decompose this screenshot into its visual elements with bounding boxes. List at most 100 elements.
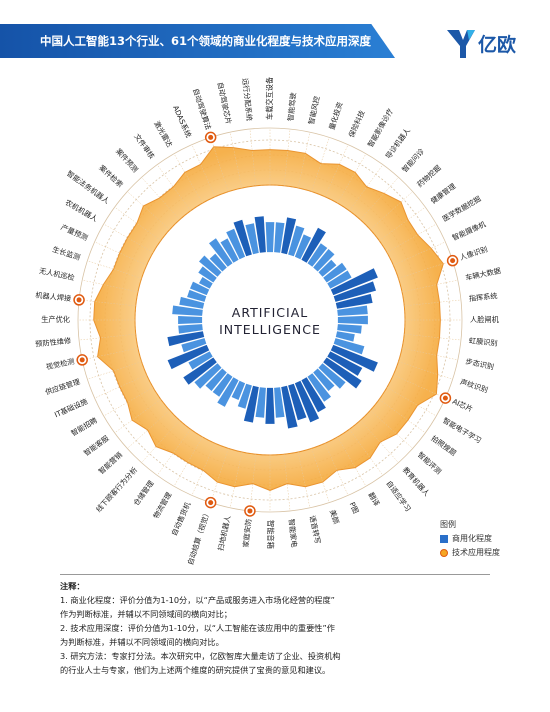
category-label: 视觉检测 xyxy=(45,357,75,372)
spoke xyxy=(114,206,161,241)
spoke xyxy=(401,347,458,361)
notes-title: 注释： xyxy=(60,581,85,591)
commercial-bar xyxy=(307,243,328,267)
spoke xyxy=(229,132,243,189)
commercial-bar xyxy=(318,259,337,277)
category-label: 智能招聘 xyxy=(69,416,98,438)
logo-text: 亿欧 xyxy=(478,34,517,56)
spoke xyxy=(337,436,367,487)
commercial-bar xyxy=(254,216,266,253)
spoke xyxy=(191,144,216,197)
category-label: 人脸闸机 xyxy=(470,315,500,324)
commercial-bar xyxy=(281,385,298,429)
commercial-bar xyxy=(327,351,363,376)
spoke xyxy=(191,443,216,496)
spoke xyxy=(379,399,426,434)
spoke xyxy=(398,260,453,279)
commercial-bar xyxy=(301,227,326,263)
commercial-bar xyxy=(205,368,227,391)
commercial-bar xyxy=(265,387,275,424)
highlight-dot xyxy=(208,500,214,506)
commercial-bar xyxy=(178,324,203,334)
commercial-bar xyxy=(333,338,365,355)
commercial-bar xyxy=(313,368,335,391)
category-label: 自适应学习 xyxy=(384,479,412,513)
category-label: 声纹识别 xyxy=(459,377,489,394)
note-line: 1. 商业化程度：评价分值为1-10分，以“产品或服务进入市场化经营的程度” xyxy=(60,595,335,605)
commercial-bar xyxy=(335,293,373,309)
category-label: 无人机巡检 xyxy=(38,266,75,282)
spoke xyxy=(82,279,139,293)
category-label: 车辆大数据 xyxy=(465,266,502,282)
category-label: 自动售货机 xyxy=(170,500,193,537)
commercial-bar xyxy=(217,377,239,407)
spoke xyxy=(283,454,291,511)
category-label: 智能营销 xyxy=(97,450,124,476)
commercial-bar xyxy=(274,222,285,253)
category-label: 智能家电 xyxy=(287,518,299,548)
category-label: 人像识别 xyxy=(459,245,489,262)
commercial-bar xyxy=(333,281,376,302)
category-label: 农机机器人 xyxy=(64,198,100,224)
category-label: P图 xyxy=(348,501,361,515)
category-label: 语音转写 xyxy=(308,515,323,545)
center-line-1: ARTIFICIAL xyxy=(232,305,308,320)
category-label: 案件预测 xyxy=(114,147,140,174)
category-label: 预防性维修 xyxy=(35,336,72,349)
commercial-bar xyxy=(288,383,307,421)
category-label: 扫地机器人 xyxy=(216,515,232,552)
note-line: 2. 技术应用深度：评价分值为1-10分，以“人工智能在该应用中的重要性”作 xyxy=(60,623,335,633)
spoke xyxy=(360,177,399,220)
spoke xyxy=(210,137,229,192)
category-label: 自动结算（视觉） xyxy=(186,509,212,566)
page-title: 中国人工智能13个行业、61个领域的商业化程度与技术应用深度 xyxy=(40,34,372,48)
spoke xyxy=(393,374,446,399)
category-label: 量化投资 xyxy=(327,101,344,131)
commercial-bar xyxy=(255,387,266,418)
highlight-dot xyxy=(450,258,456,264)
category-label: 美颜 xyxy=(328,509,341,525)
spoke xyxy=(404,299,461,307)
spoke xyxy=(156,429,191,476)
category-label: 生产优化 xyxy=(41,315,70,324)
spoke xyxy=(141,420,180,463)
commercial-bar xyxy=(181,338,207,353)
highlight-dot xyxy=(442,395,448,401)
commercial-bar xyxy=(265,222,275,253)
spoke xyxy=(401,279,458,293)
category-label: 智能评测 xyxy=(416,450,443,476)
commercial-bar xyxy=(337,305,368,316)
dot-swatch-icon xyxy=(440,548,448,557)
spoke xyxy=(103,223,154,253)
spoke xyxy=(370,410,413,449)
category-label: IT基础设施 xyxy=(53,397,89,420)
highlight-dot xyxy=(79,357,85,363)
spoke xyxy=(349,429,384,476)
highlight-dot xyxy=(208,134,214,140)
category-label: 案件检索 xyxy=(97,163,124,189)
commercial-bar xyxy=(209,253,227,272)
spoke xyxy=(94,374,147,399)
category-label: 自动驾驶算法 xyxy=(191,87,213,131)
logo-icon xyxy=(447,30,475,58)
spoke xyxy=(103,387,154,417)
category-label: AI芯片 xyxy=(451,397,474,414)
commercial-bar xyxy=(318,363,346,389)
commercial-bar xyxy=(294,234,312,260)
commercial-bar xyxy=(220,238,239,263)
spoke xyxy=(324,144,349,197)
notes: 注释： 1. 商业化程度：评价分值为1-10分，以“产品或服务进入市场化经营的程… xyxy=(60,574,490,703)
commercial-bar xyxy=(179,296,205,309)
commercial-bar xyxy=(167,344,210,370)
spoke xyxy=(398,361,453,380)
note-line: 为判断标准，并辅以不同领域间的横向对比。 xyxy=(60,637,224,647)
category-label: 家庭安防 xyxy=(241,518,253,548)
commercial-bar xyxy=(172,305,203,316)
commercial-bar xyxy=(212,373,233,397)
category-label: 物流管理 xyxy=(151,491,173,520)
spoke xyxy=(87,361,142,380)
category-label: 智能风控 xyxy=(307,95,322,125)
center-circle xyxy=(206,256,334,384)
spoke xyxy=(283,129,291,186)
spoke xyxy=(249,129,257,186)
